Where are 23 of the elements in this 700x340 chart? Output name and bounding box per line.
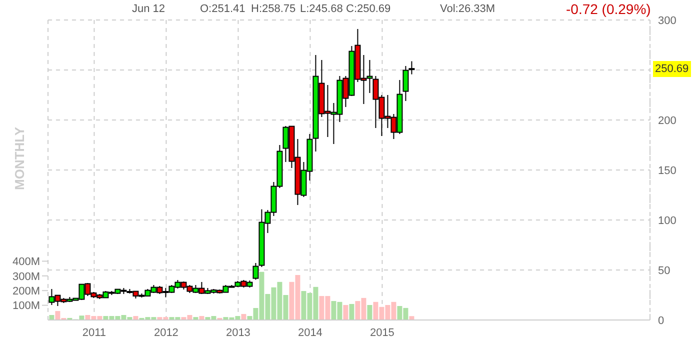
text: H:258.75 [251, 3, 296, 15]
x-tick-label: 2011 [82, 326, 106, 339]
y-tick-label: 300 [658, 14, 676, 27]
text: Vol:26.33M [440, 3, 496, 15]
y-tick-label: 150 [658, 164, 676, 177]
text: Jun 12 [132, 3, 166, 15]
text: 250.69 [653, 61, 691, 78]
text: O:251.41 [200, 3, 246, 15]
y2-tick-label: 400M [12, 256, 40, 268]
y2-tick-label: 100M [12, 300, 40, 312]
y-tick-label: 0 [658, 314, 664, 327]
y-tick-label: 100 [658, 214, 676, 227]
x-tick-label: 2012 [154, 326, 178, 339]
text: -0.72 (0.29%) [566, 1, 651, 17]
y-tick-label: 50 [658, 264, 670, 277]
x-tick-label: 2013 [226, 326, 250, 339]
y2-tick-label: 300M [12, 270, 40, 283]
text: C:250.69 [346, 3, 391, 15]
y2-tick-label: 200M [12, 285, 40, 298]
text: L:245.68 [300, 3, 343, 15]
y-tick-label: 200 [658, 114, 676, 127]
x-tick-label: 2015 [370, 326, 394, 339]
x-tick-label: 2014 [298, 326, 322, 339]
